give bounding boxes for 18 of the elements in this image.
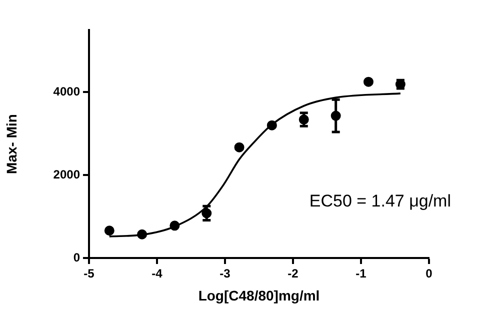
x-tick-label: -2	[288, 266, 299, 281]
point	[137, 229, 148, 240]
point	[363, 76, 374, 87]
y-tick-label: 0	[73, 250, 80, 264]
point	[266, 120, 277, 130]
point	[104, 226, 114, 236]
point	[170, 220, 180, 231]
x-tick-label: -4	[152, 266, 163, 281]
point	[234, 142, 244, 152]
x-tick-label: -3	[220, 266, 231, 281]
x-tick-label: -5	[84, 266, 95, 281]
x-tick-label: 0	[426, 266, 433, 281]
annotation: EC50 = 1.47 μg/ml	[309, 192, 451, 211]
x-tick-label: -1	[356, 266, 367, 281]
y-tick-label: 4000	[53, 84, 80, 98]
y-axis-title: Max- Min	[3, 114, 20, 174]
x-axis-title: Log[C48/80]mg/ml	[198, 287, 320, 304]
y-tick-label: 2000	[53, 167, 80, 182]
